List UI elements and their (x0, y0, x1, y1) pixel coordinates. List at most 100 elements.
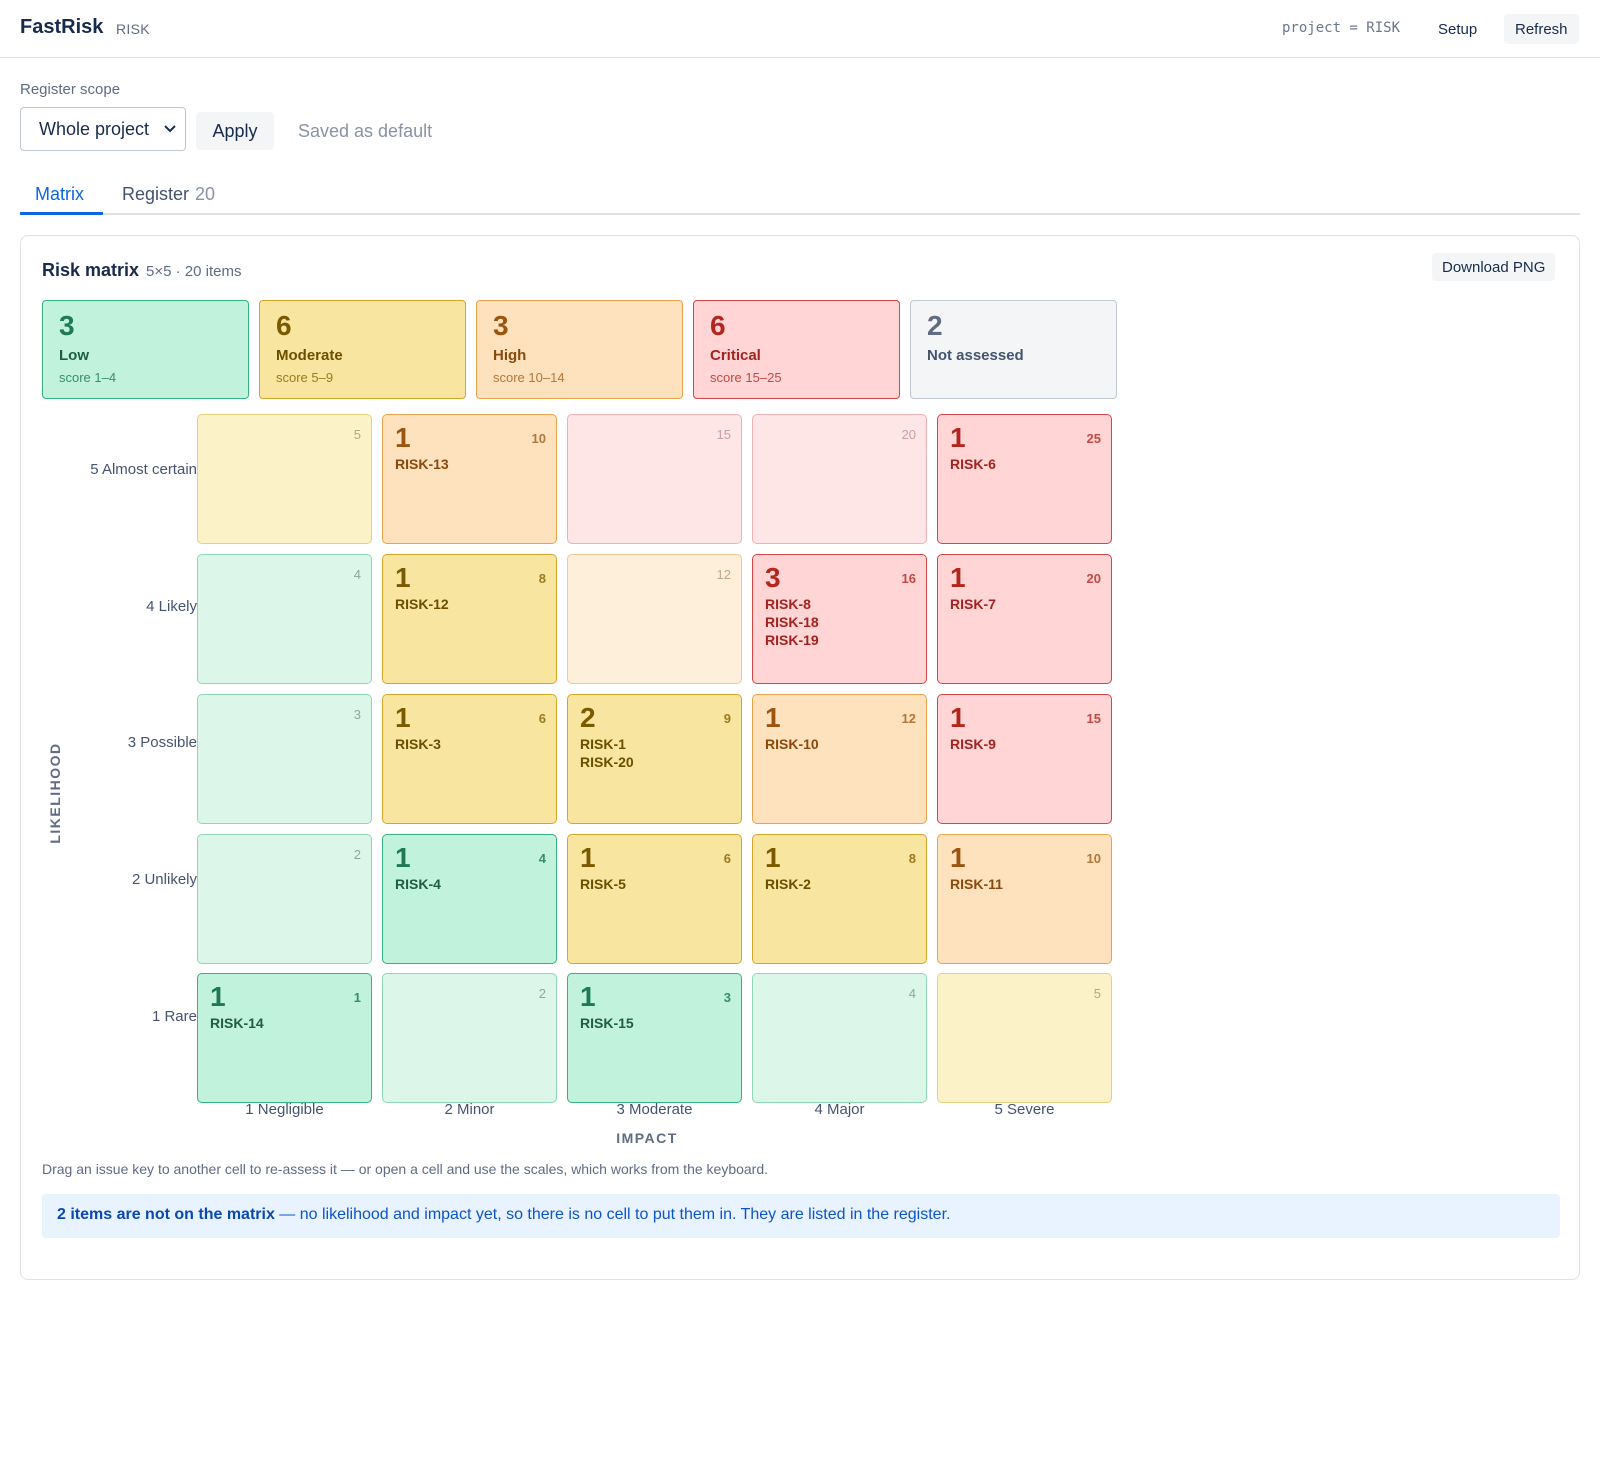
matrix-cell-l4-i3[interactable]: 12 (567, 554, 742, 684)
summary-critical[interactable]: 6 Critical score 15–25 (693, 300, 900, 399)
setup-button[interactable]: Setup (1426, 14, 1489, 44)
matrix-cell-l4-i4[interactable]: 16 3 RISK-8 RISK-18 RISK-19 (752, 554, 927, 684)
matrix-cell-l5-i3[interactable]: 15 (567, 414, 742, 544)
unassessed-banner-bold: 2 items are not on the matrix (57, 1206, 275, 1223)
cell-score: 2 (353, 847, 361, 862)
cell-issue-keys: RISK-4 (395, 875, 441, 893)
summary-not-assessed[interactable]: 2 Not assessed (910, 300, 1117, 399)
cell-score: 6 (538, 711, 546, 726)
matrix-cell-l4-i1[interactable]: 4 (197, 554, 372, 684)
summary-high-count: 3 (493, 310, 509, 341)
refresh-button[interactable]: Refresh (1504, 14, 1579, 44)
cell-score: 12 (716, 567, 731, 582)
col-label-3: 3 Moderate (616, 1101, 693, 1118)
matrix-cell-l3-i3[interactable]: 9 2 RISK-1 RISK-20 (567, 694, 742, 824)
download-png-button[interactable]: Download PNG (1432, 253, 1556, 281)
matrix-cell-l5-i4[interactable]: 20 (752, 414, 927, 544)
summary-not-assessed-label: Not assessed (927, 347, 1024, 364)
summary-high-range: score 10–14 (493, 370, 565, 385)
cell-score: 2 (538, 986, 546, 1001)
cell-count: 1 (395, 842, 411, 873)
panel-subtitle: 5×5 · 20 items (146, 263, 242, 280)
summary-critical-range: score 15–25 (710, 370, 782, 385)
tab-register[interactable]: Register 20 (122, 184, 215, 205)
col-label-4: 4 Major (814, 1101, 865, 1118)
apply-button[interactable]: Apply (196, 112, 274, 150)
matrix-cell-l1-i3[interactable]: 3 1 RISK-15 (567, 973, 742, 1103)
matrix-cell-l5-i2[interactable]: 10 1 RISK-13 (382, 414, 557, 544)
cell-score: 3 (723, 990, 731, 1005)
tab-register-count: 20 (195, 184, 216, 204)
col-label-1: 1 Negligible (245, 1101, 324, 1118)
issue-key[interactable]: RISK-20 (580, 754, 634, 770)
app-title: FastRisk (20, 16, 104, 38)
matrix-cell-l5-i5[interactable]: 25 1 RISK-6 (937, 414, 1112, 544)
scope-select[interactable]: Whole project (20, 107, 186, 151)
matrix-cell-l2-i2[interactable]: 4 1 RISK-4 (382, 834, 557, 964)
cell-count: 1 (765, 702, 781, 733)
matrix-cell-l1-i1[interactable]: 1 1 RISK-14 (197, 973, 372, 1103)
cell-issue-keys: RISK-9 (950, 735, 996, 753)
matrix-cell-l3-i5[interactable]: 15 1 RISK-9 (937, 694, 1112, 824)
panel-title: Risk matrix (42, 260, 140, 280)
cell-issue-keys: RISK-1 RISK-20 (580, 735, 634, 771)
cell-score: 15 (716, 427, 731, 442)
matrix-cell-l4-i5[interactable]: 20 1 RISK-7 (937, 554, 1112, 684)
issue-key[interactable]: RISK-7 (950, 596, 996, 612)
issue-key[interactable]: RISK-13 (395, 456, 449, 472)
issue-key[interactable]: RISK-3 (395, 736, 441, 752)
unassessed-banner: 2 items are not on the matrix — no likel… (42, 1194, 1560, 1238)
issue-key[interactable]: RISK-18 (765, 614, 819, 630)
impact-axis-title: IMPACT (616, 1130, 678, 1146)
cell-count: 1 (395, 422, 411, 453)
matrix-cell-l1-i4[interactable]: 4 (752, 973, 927, 1103)
matrix-cell-l5-i1[interactable]: 5 (197, 414, 372, 544)
matrix-cell-l1-i2[interactable]: 2 (382, 973, 557, 1103)
issue-key[interactable]: RISK-11 (950, 876, 1003, 892)
matrix-cell-l4-i2[interactable]: 8 1 RISK-12 (382, 554, 557, 684)
cell-score: 20 (1086, 571, 1101, 586)
issue-key[interactable]: RISK-15 (580, 1015, 634, 1031)
matrix-cell-l3-i4[interactable]: 12 1 RISK-10 (752, 694, 927, 824)
matrix-cell-l2-i4[interactable]: 8 1 RISK-2 (752, 834, 927, 964)
summary-moderate[interactable]: 6 Moderate score 5–9 (259, 300, 466, 399)
row-label-1: 1 Rare (151, 1008, 197, 1025)
likelihood-axis-title: LIKELIHOOD (45, 741, 65, 845)
row-label-5: 5 Almost certain (90, 461, 197, 478)
cell-count: 1 (395, 702, 411, 733)
cell-score: 3 (353, 707, 361, 722)
issue-key[interactable]: RISK-9 (950, 736, 996, 752)
issue-key[interactable]: RISK-10 (765, 736, 819, 752)
summary-high[interactable]: 3 High score 10–14 (476, 300, 683, 399)
scope-selected-value: Whole project (39, 119, 150, 139)
cell-issue-keys: RISK-6 (950, 455, 996, 473)
matrix-cell-l2-i3[interactable]: 6 1 RISK-5 (567, 834, 742, 964)
summary-low[interactable]: 3 Low score 1–4 (42, 300, 249, 399)
tab-bar: Matrix Register 20 (20, 174, 1580, 215)
cell-count: 1 (210, 981, 226, 1012)
summary-low-count: 3 (59, 310, 75, 341)
cell-issue-keys: RISK-3 (395, 735, 441, 753)
cell-score: 9 (723, 711, 731, 726)
issue-key[interactable]: RISK-4 (395, 876, 441, 892)
issue-key[interactable]: RISK-14 (210, 1015, 264, 1031)
summary-high-label: High (493, 347, 527, 364)
issue-key[interactable]: RISK-19 (765, 632, 819, 648)
matrix-cell-l3-i2[interactable]: 6 1 RISK-3 (382, 694, 557, 824)
issue-key[interactable]: RISK-5 (580, 876, 626, 892)
summary-low-range: score 1–4 (59, 370, 117, 385)
issue-key[interactable]: RISK-2 (765, 876, 811, 892)
issue-key[interactable]: RISK-8 (765, 596, 811, 612)
matrix-cell-l2-i1[interactable]: 2 (197, 834, 372, 964)
matrix-cell-l1-i5[interactable]: 5 (937, 973, 1112, 1103)
project-key: RISK (116, 21, 150, 37)
drag-hint: Drag an issue key to another cell to re-… (42, 1161, 769, 1177)
tab-matrix[interactable]: Matrix (35, 184, 84, 204)
issue-key[interactable]: RISK-12 (395, 596, 449, 612)
matrix-cell-l3-i1[interactable]: 3 (197, 694, 372, 824)
issue-key[interactable]: RISK-6 (950, 456, 996, 472)
cell-issue-keys: RISK-14 (210, 1014, 264, 1032)
issue-key[interactable]: RISK-1 (580, 736, 626, 752)
cell-count: 1 (580, 842, 596, 873)
matrix-cell-l2-i5[interactable]: 10 1 RISK-11 (937, 834, 1112, 964)
